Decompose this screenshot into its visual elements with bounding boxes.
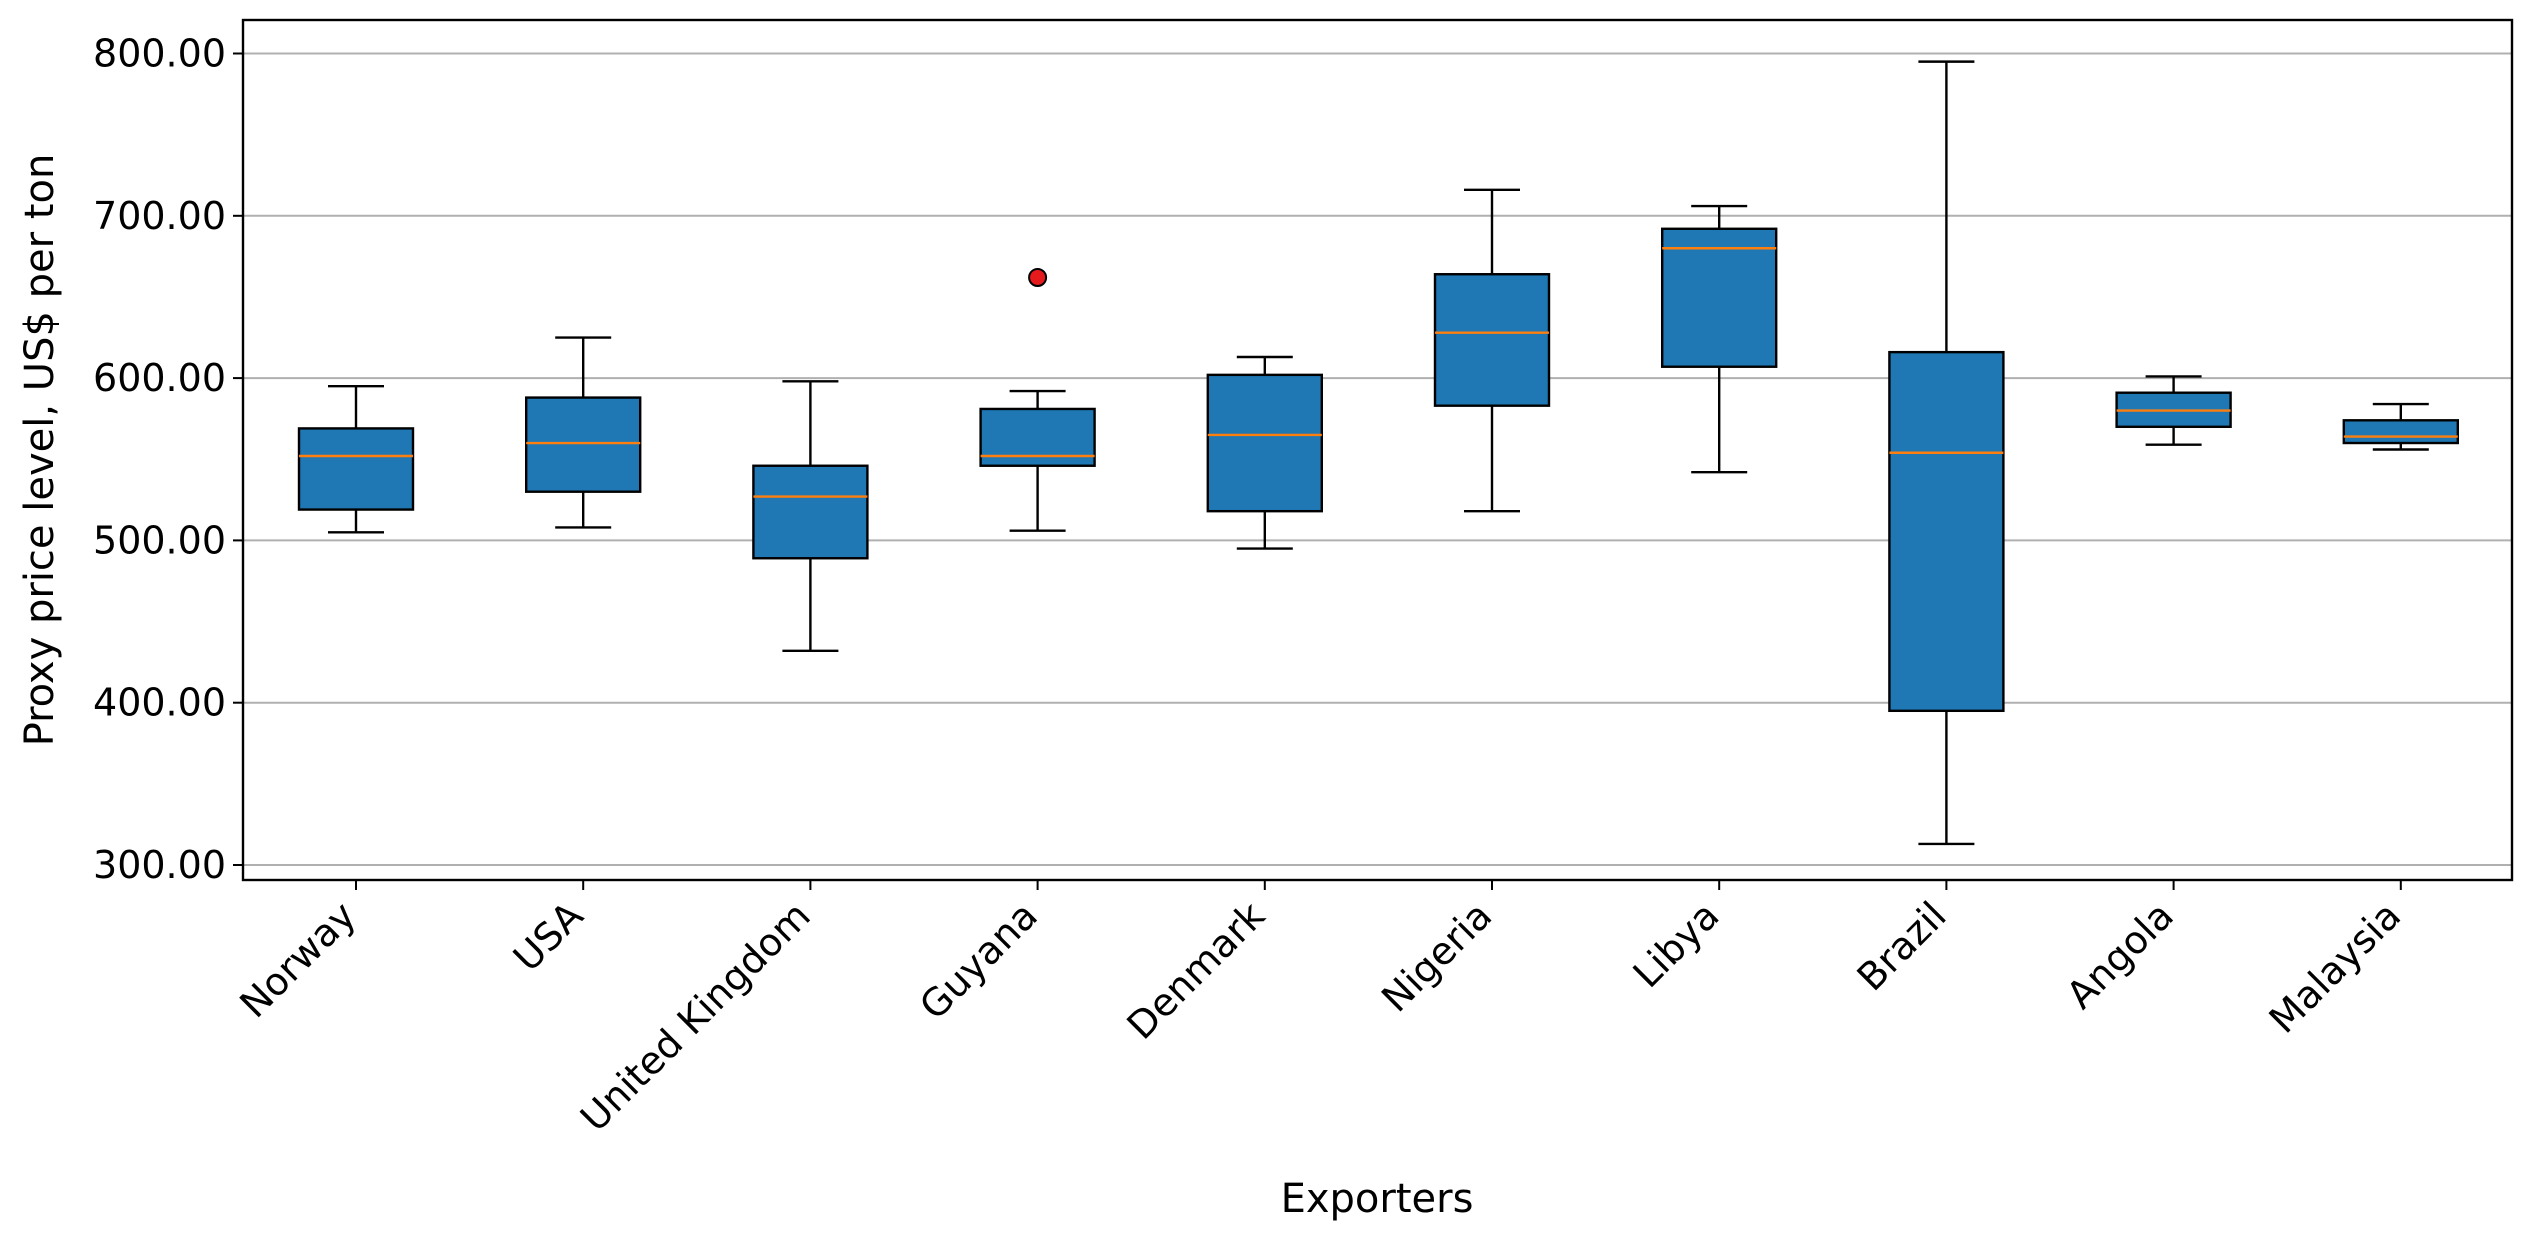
y-axis-ticks: 300.00 400.00 500.00 600.00 700.00 800.00 xyxy=(93,32,243,887)
box-body xyxy=(979,407,1096,467)
plot-frame xyxy=(241,18,2514,882)
box-libya xyxy=(1660,204,1778,474)
box-body xyxy=(2342,419,2460,445)
box-guyana xyxy=(979,267,1096,532)
y-tick-label: 600.00 xyxy=(93,356,226,400)
boxes xyxy=(297,60,2460,846)
box-brazil xyxy=(1888,60,2005,846)
box-body xyxy=(297,427,415,511)
box-denmark xyxy=(1206,355,1324,550)
x-tick-label: United Kingdom xyxy=(572,893,819,1140)
box-body xyxy=(525,396,642,493)
box-body xyxy=(1433,273,1551,407)
x-tick-label: Denmark xyxy=(1119,893,1274,1048)
box-malaysia xyxy=(2342,402,2460,451)
y-tick-label: 400.00 xyxy=(93,681,226,725)
x-tick-label: Malaysia xyxy=(2261,893,2410,1042)
box-norway xyxy=(297,385,415,534)
y-axis-label: Proxy price level, US$ per ton xyxy=(17,154,63,747)
x-tick-label: Guyana xyxy=(911,893,1046,1028)
x-tick-label: Nigeria xyxy=(1373,893,1500,1020)
box-usa xyxy=(525,336,642,529)
y-tick-label: 300.00 xyxy=(93,843,226,887)
outlier-point xyxy=(1028,267,1048,287)
box-body xyxy=(752,464,869,560)
box-united-kingdom xyxy=(752,380,869,652)
x-tick-label: Brazil xyxy=(1849,893,1955,999)
x-axis-label: Exporters xyxy=(1281,1176,1474,1222)
x-tick-label: USA xyxy=(505,893,592,980)
box-body xyxy=(1206,373,1324,513)
y-tick-label: 500.00 xyxy=(93,518,226,562)
x-tick-label: Angola xyxy=(2058,893,2182,1017)
grid-lines xyxy=(243,52,2512,866)
x-tick-label: Norway xyxy=(231,893,364,1026)
box-nigeria xyxy=(1433,188,1551,513)
y-tick-label: 800.00 xyxy=(93,32,226,76)
box-body xyxy=(1660,227,1778,368)
x-tick-label: Libya xyxy=(1625,893,1728,996)
box-angola xyxy=(2115,375,2232,446)
y-tick-label: 700.00 xyxy=(93,194,226,238)
box-body xyxy=(1888,350,2005,713)
